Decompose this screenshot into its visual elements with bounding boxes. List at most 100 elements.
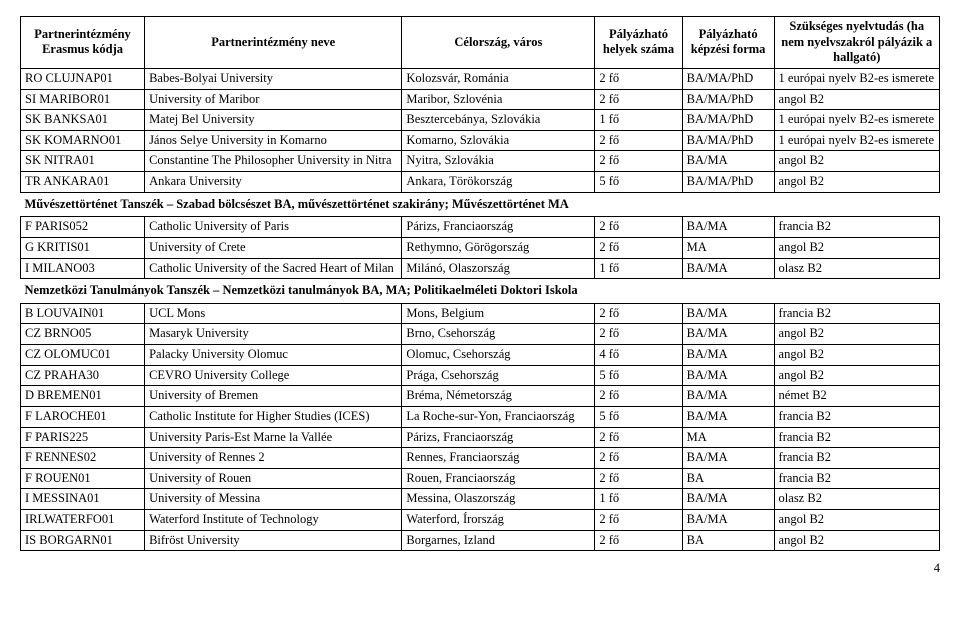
cell-name: Catholic University of the Sacred Heart … — [145, 258, 402, 279]
cell-city: Ankara, Törökország — [402, 172, 595, 193]
cell-code: TR ANKARA01 — [21, 172, 145, 193]
cell-level: BA/MA — [682, 217, 774, 238]
cell-city: Rennes, Franciaország — [402, 448, 595, 469]
col-header-name: Partnerintézmény neve — [145, 17, 402, 69]
cell-lang: német B2 — [774, 386, 939, 407]
col-header-level: Pályázható képzési forma — [682, 17, 774, 69]
cell-name: Masaryk University — [145, 324, 402, 345]
cell-name: Babes-Bolyai University — [145, 68, 402, 89]
table-row: CZ OLOMUC01Palacky University OlomucOlom… — [21, 345, 940, 366]
cell-city: Kolozsvár, Románia — [402, 68, 595, 89]
table-row: F RENNES02University of Rennes 2Rennes, … — [21, 448, 940, 469]
cell-code: F LAROCHE01 — [21, 406, 145, 427]
cell-name: Bifröst University — [145, 530, 402, 551]
cell-level: BA/MA/PhD — [682, 89, 774, 110]
cell-level: BA/MA — [682, 345, 774, 366]
cell-lang: 1 európai nyelv B2-es ismerete — [774, 110, 939, 131]
cell-lang: francia B2 — [774, 468, 939, 489]
cell-level: MA — [682, 427, 774, 448]
cell-level: BA/MA — [682, 365, 774, 386]
cell-lang: francia B2 — [774, 406, 939, 427]
cell-places: 2 fő — [595, 530, 682, 551]
cell-places: 2 fő — [595, 468, 682, 489]
cell-lang: olasz B2 — [774, 258, 939, 279]
cell-lang: francia B2 — [774, 427, 939, 448]
cell-places: 2 fő — [595, 510, 682, 531]
cell-lang: 1 európai nyelv B2-es ismerete — [774, 68, 939, 89]
cell-code: B LOUVAIN01 — [21, 303, 145, 324]
cell-name: University of Crete — [145, 237, 402, 258]
section-title: Művészettörténet Tanszék – Szabad bölcsé… — [21, 192, 940, 217]
cell-name: University of Rouen — [145, 468, 402, 489]
cell-code: D BREMEN01 — [21, 386, 145, 407]
table-row: CZ BRNO05Masaryk UniversityBrno, Csehors… — [21, 324, 940, 345]
col-header-code: Partnerintézmény Erasmus kódja — [21, 17, 145, 69]
cell-level: BA/MA/PhD — [682, 110, 774, 131]
table-row: D BREMEN01University of BremenBréma, Ném… — [21, 386, 940, 407]
cell-city: Rouen, Franciaország — [402, 468, 595, 489]
cell-name: University of Maribor — [145, 89, 402, 110]
cell-code: CZ PRAHA30 — [21, 365, 145, 386]
cell-level: BA/MA — [682, 386, 774, 407]
cell-places: 2 fő — [595, 427, 682, 448]
cell-code: F PARIS052 — [21, 217, 145, 238]
table-row: SK NITRA01Constantine The Philosopher Un… — [21, 151, 940, 172]
cell-name: Palacky University Olomuc — [145, 345, 402, 366]
cell-places: 1 fő — [595, 258, 682, 279]
cell-lang: angol B2 — [774, 172, 939, 193]
cell-lang: angol B2 — [774, 345, 939, 366]
section-header-row: Művészettörténet Tanszék – Szabad bölcsé… — [21, 192, 940, 217]
cell-name: University of Rennes 2 — [145, 448, 402, 469]
cell-name: Catholic University of Paris — [145, 217, 402, 238]
cell-places: 2 fő — [595, 151, 682, 172]
table-row: IRLWATERFO01Waterford Institute of Techn… — [21, 510, 940, 531]
cell-lang: angol B2 — [774, 510, 939, 531]
cell-city: Párizs, Franciaország — [402, 427, 595, 448]
cell-places: 2 fő — [595, 324, 682, 345]
cell-code: CZ OLOMUC01 — [21, 345, 145, 366]
cell-places: 2 fő — [595, 89, 682, 110]
cell-code: F PARIS225 — [21, 427, 145, 448]
cell-code: SK NITRA01 — [21, 151, 145, 172]
table-row: F LAROCHE01Catholic Institute for Higher… — [21, 406, 940, 427]
table-row: SK KOMARNO01János Selye University in Ko… — [21, 130, 940, 151]
erasmus-table: Partnerintézmény Erasmus kódja Partnerin… — [20, 16, 940, 551]
cell-name: CEVRO University College — [145, 365, 402, 386]
cell-city: Nyitra, Szlovákia — [402, 151, 595, 172]
cell-city: Milánó, Olaszország — [402, 258, 595, 279]
cell-name: Matej Bel University — [145, 110, 402, 131]
cell-city: Rethymno, Görögország — [402, 237, 595, 258]
cell-name: Waterford Institute of Technology — [145, 510, 402, 531]
table-row: CZ PRAHA30CEVRO University CollegePrága,… — [21, 365, 940, 386]
cell-places: 5 fő — [595, 406, 682, 427]
cell-level: BA — [682, 530, 774, 551]
cell-level: BA/MA — [682, 489, 774, 510]
table-row: B LOUVAIN01UCL MonsMons, Belgium2 főBA/M… — [21, 303, 940, 324]
cell-lang: angol B2 — [774, 365, 939, 386]
cell-name: Catholic Institute for Higher Studies (I… — [145, 406, 402, 427]
table-row: F PARIS225University Paris-Est Marne la … — [21, 427, 940, 448]
cell-code: F RENNES02 — [21, 448, 145, 469]
table-row: RO CLUJNAP01Babes-Bolyai UniversityKoloz… — [21, 68, 940, 89]
col-header-lang: Szükséges nyelvtudás (ha nem nyelvszakró… — [774, 17, 939, 69]
cell-city: Messina, Olaszország — [402, 489, 595, 510]
cell-name: University of Messina — [145, 489, 402, 510]
table-row: G KRITIS01University of CreteRethymno, G… — [21, 237, 940, 258]
cell-code: IS BORGARN01 — [21, 530, 145, 551]
cell-city: Párizs, Franciaország — [402, 217, 595, 238]
cell-code: IRLWATERFO01 — [21, 510, 145, 531]
cell-level: BA/MA — [682, 448, 774, 469]
cell-level: BA — [682, 468, 774, 489]
cell-city: Olomuc, Csehország — [402, 345, 595, 366]
cell-code: SK KOMARNO01 — [21, 130, 145, 151]
cell-lang: 1 európai nyelv B2-es ismerete — [774, 130, 939, 151]
cell-places: 2 fő — [595, 217, 682, 238]
cell-places: 1 fő — [595, 489, 682, 510]
cell-lang: francia B2 — [774, 303, 939, 324]
cell-lang: angol B2 — [774, 324, 939, 345]
cell-lang: angol B2 — [774, 151, 939, 172]
cell-level: BA/MA — [682, 258, 774, 279]
cell-city: Bréma, Németország — [402, 386, 595, 407]
cell-places: 4 fő — [595, 345, 682, 366]
cell-code: I MILANO03 — [21, 258, 145, 279]
